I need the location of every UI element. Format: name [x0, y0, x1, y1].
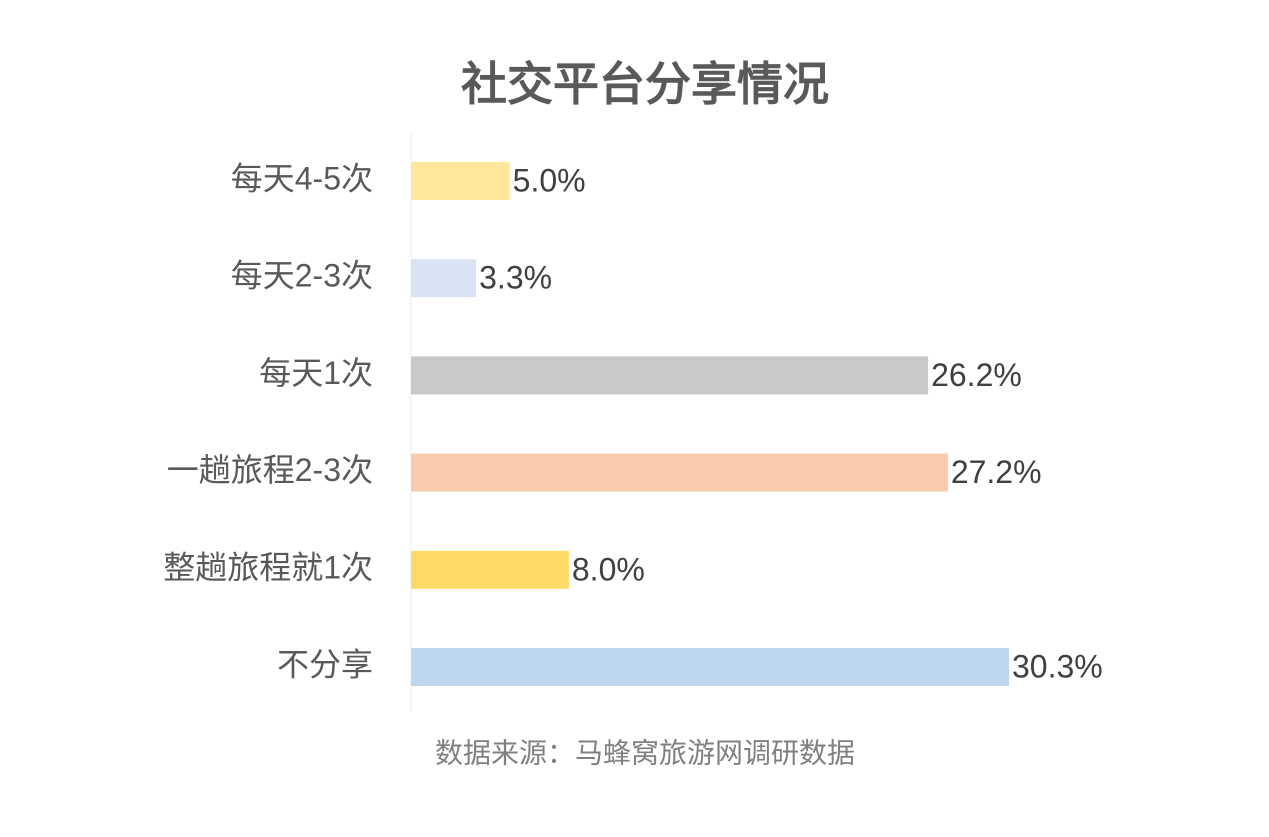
category-label: 一趟旅程2-3次	[167, 452, 373, 488]
bar	[411, 259, 477, 298]
bar	[411, 648, 1009, 686]
value-label: 30.3%	[1012, 648, 1103, 684]
category-label: 每天4-5次	[231, 160, 373, 196]
category-label: 整趟旅程就1次	[163, 549, 373, 585]
category-label: 不分享	[277, 646, 373, 682]
value-label: 3.3%	[479, 260, 552, 296]
bar	[411, 356, 929, 395]
bar	[411, 453, 948, 492]
category-label: 每天1次	[259, 355, 373, 391]
value-label: 27.2%	[951, 454, 1042, 490]
value-label: 5.0%	[513, 162, 586, 198]
value-label: 26.2%	[931, 357, 1022, 393]
source-note: 数据来源：马蜂窝旅游网调研数据	[435, 737, 855, 768]
bar	[411, 162, 510, 200]
category-label: 每天2-3次	[231, 258, 373, 294]
bar	[411, 550, 569, 589]
value-label: 8.0%	[572, 551, 645, 587]
chart-title: 社交平台分享情况	[461, 58, 829, 110]
